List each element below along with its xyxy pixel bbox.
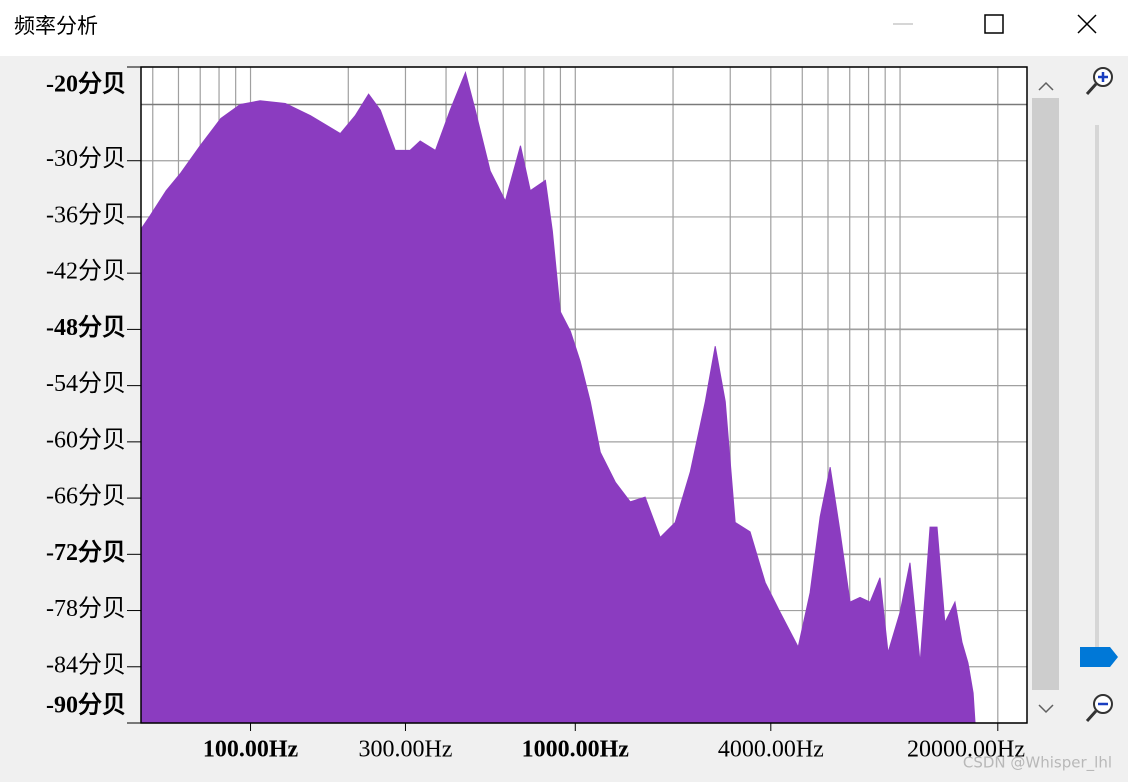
y-tick-label: -54分贝 [46,370,126,397]
scroll-up[interactable] [1038,81,1054,91]
y-tick-label: -78分贝 [46,595,126,622]
y-tick-label: -84分贝 [46,651,126,678]
y-tick-label: -60分贝 [46,426,126,453]
zoom-in[interactable] [1085,67,1113,96]
x-tick-label: 300.00Hz [358,737,452,763]
zoom-handle[interactable] [1080,647,1118,667]
y-tick-label: -66分贝 [46,483,126,510]
zoom-out[interactable] [1085,694,1113,723]
watermark: CSDN @Whisper_lhl [963,754,1112,773]
y-tick-label: -20分贝 [46,71,126,98]
scroll-thumb[interactable] [1032,98,1059,690]
x-tick-label: 100.00Hz [203,737,299,763]
maximize-button[interactable] [984,14,1004,34]
y-tick-label: -90分贝 [46,692,126,719]
y-tick-label: -36分贝 [46,201,126,228]
y-tick-label: -30分贝 [46,145,126,172]
y-tick-label: -72分贝 [46,539,126,566]
plot-frame [140,66,1028,724]
x-tick-label: 1000.00Hz [522,737,630,763]
spectrum-area [140,71,976,724]
y-tick-label: -48分贝 [46,314,126,341]
x-tick-label: 20000.00Hz [907,737,1025,763]
x-tick-label: 4000.00Hz [718,737,824,763]
y-tick-label: -42分贝 [46,258,126,285]
window-title: 频率分析 [14,14,98,38]
scroll-down[interactable] [1038,704,1054,714]
close-button[interactable] [1077,14,1097,34]
title-bar [0,0,1128,56]
